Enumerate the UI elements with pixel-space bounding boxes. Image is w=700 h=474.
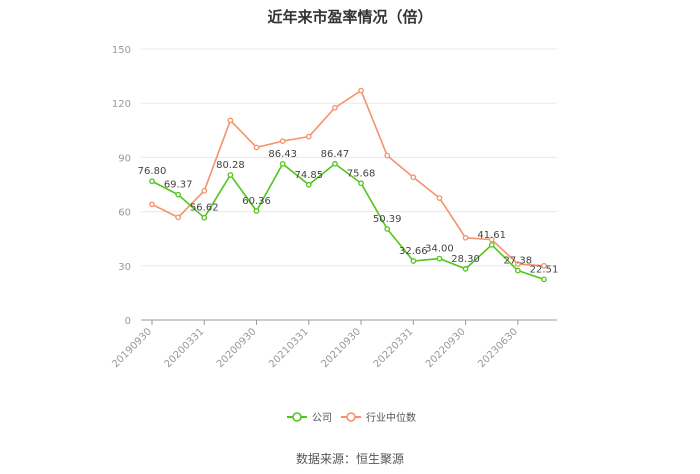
y-tick-label: 30 — [118, 262, 131, 273]
legend-label: 公司 — [312, 413, 332, 424]
y-tick-label: 0 — [125, 316, 131, 327]
data-point-industry-median — [175, 214, 181, 221]
legend-swatch-marker — [292, 412, 302, 422]
y-tick-label: 60 — [118, 208, 131, 219]
data-point-industry-median — [436, 195, 443, 201]
data-source-note: 数据来源：恒生聚源 — [295, 452, 404, 466]
data-point-industry-median — [305, 133, 312, 140]
x-tick-label: 20190930 — [110, 326, 154, 370]
series-lines — [149, 87, 547, 283]
data-point-industry-median — [462, 234, 469, 241]
data-label: 50.39 — [373, 214, 402, 225]
data-label: 75.68 — [347, 168, 376, 179]
data-point-industry-median — [253, 144, 260, 151]
data-point-company — [541, 276, 547, 283]
data-point-industry-median — [279, 138, 286, 144]
chart-title: 近年来市盈率情况（倍） — [267, 8, 433, 26]
data-point-company — [384, 226, 391, 232]
data-point-company — [515, 267, 521, 274]
data-point-company — [462, 266, 469, 272]
grid-lines — [141, 48, 557, 267]
data-point-company — [149, 178, 155, 185]
data-point-company — [332, 160, 338, 167]
series-line-industry-median — [151, 89, 545, 267]
legend-label: 行业中位数 — [366, 411, 416, 424]
x-axis: 20190930 20200331 20200930 20210331 20210930… — [110, 319, 557, 370]
data-point-company — [227, 172, 234, 178]
x-tick-label: 20220930 — [424, 326, 468, 370]
y-tick-label: 120 — [112, 99, 131, 110]
data-label: 28.30 — [451, 254, 480, 265]
data-label: 27.38 — [504, 256, 533, 267]
data-label: 60.36 — [242, 196, 271, 207]
legend-swatch-marker — [346, 412, 356, 422]
data-point-company — [410, 258, 417, 264]
data-label: 41.61 — [477, 230, 506, 241]
y-tick-label: 90 — [118, 153, 131, 164]
data-point-industry-median — [149, 201, 155, 208]
data-point-company — [279, 160, 286, 167]
data-point-company — [201, 214, 208, 221]
data-label: 76.80 — [138, 166, 167, 177]
data-point-industry-median — [332, 104, 338, 111]
y-axis-ticks: 0 30 60 90 120 150 — [112, 45, 131, 327]
legend-item-company[interactable]: 公司 — [287, 412, 332, 424]
series-line-company — [151, 162, 545, 281]
legend-item-industry-median[interactable]: 行业中位数 — [341, 411, 416, 424]
data-label: 34.00 — [425, 244, 454, 255]
data-point-company — [436, 255, 443, 262]
data-labels: 76.80 69.37 56.62 80.28 60.36 86.43 74.85 86.47… — [138, 149, 559, 276]
data-point-company — [253, 208, 260, 214]
x-tick-label: 20200930 — [215, 326, 259, 370]
data-label: 22.51 — [530, 264, 559, 275]
data-label: 56.62 — [190, 203, 219, 214]
data-point-industry-median — [488, 236, 495, 243]
data-label: 80.28 — [216, 160, 245, 171]
data-label: 74.85 — [294, 170, 323, 181]
data-point-company — [358, 180, 364, 187]
x-tick-label: 20230630 — [476, 326, 520, 370]
data-label: 32.66 — [399, 246, 428, 257]
legend[interactable]: 公司 行业中位数 — [287, 411, 416, 424]
x-tick-label: 20200331 — [163, 326, 207, 370]
data-point-company — [488, 241, 495, 248]
x-tick-label: 20210930 — [319, 326, 363, 370]
data-point-industry-median — [227, 117, 234, 124]
data-point-industry-median — [541, 262, 547, 269]
x-tick-label: 20220331 — [372, 326, 416, 370]
x-tick-label: 20210331 — [267, 326, 311, 370]
data-label: 86.47 — [321, 149, 350, 160]
data-label: 69.37 — [164, 180, 193, 191]
data-point-company — [175, 191, 181, 198]
data-point-industry-median — [410, 174, 417, 181]
data-point-company — [305, 181, 312, 188]
data-label: 86.43 — [268, 149, 297, 160]
data-point-industry-median — [358, 87, 364, 94]
y-tick-label: 150 — [112, 45, 131, 56]
data-point-industry-median — [201, 187, 208, 194]
data-point-industry-median — [515, 261, 521, 267]
data-point-industry-median — [384, 152, 391, 159]
